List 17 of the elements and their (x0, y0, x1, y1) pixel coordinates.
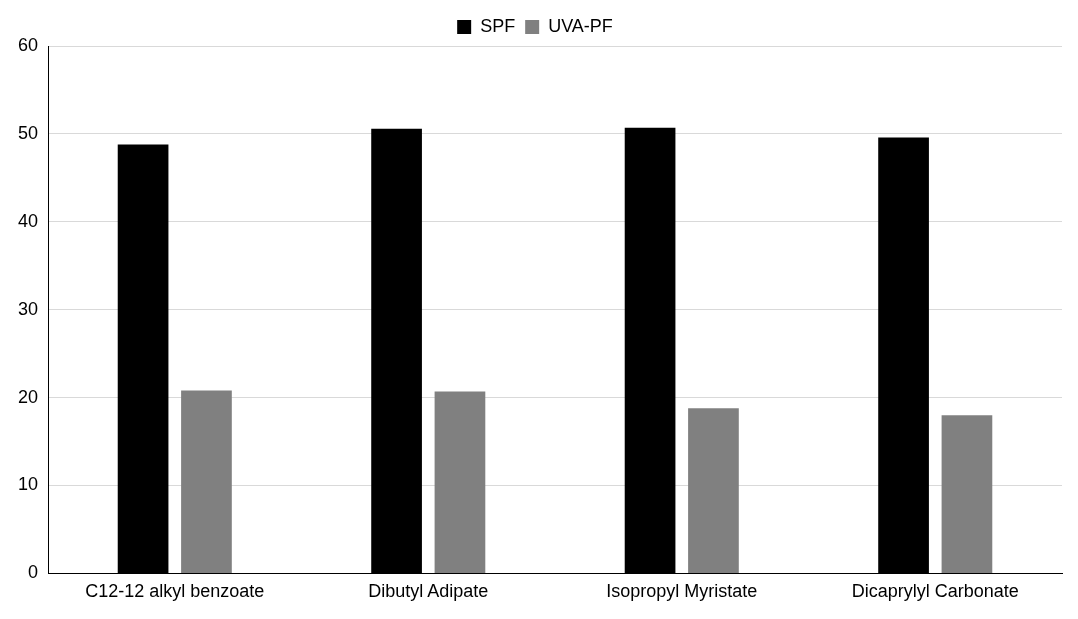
bar (181, 390, 232, 573)
legend-label: UVA-PF (548, 15, 613, 36)
y-tick-label: 60 (17, 34, 39, 55)
legend-label: SPF (480, 15, 516, 36)
y-tick-label: 10 (17, 474, 39, 495)
y-tick-label: 40 (17, 210, 39, 231)
x-tick-label: Dicaprylyl Carbonate (851, 581, 1019, 602)
bar (941, 415, 993, 573)
bar (434, 391, 486, 573)
x-tick-label: Dibutyl Adipate (368, 581, 489, 602)
y-tick-label: 20 (17, 386, 39, 407)
y-tick-label: 30 (17, 298, 39, 319)
x-tick-label: Isopropyl Myristate (606, 581, 758, 602)
bar (688, 408, 739, 573)
x-tick-label: C12-12 alkyl benzoate (85, 581, 265, 602)
y-tick-label: 50 (17, 122, 39, 143)
y-tick-label: 0 (28, 562, 39, 583)
